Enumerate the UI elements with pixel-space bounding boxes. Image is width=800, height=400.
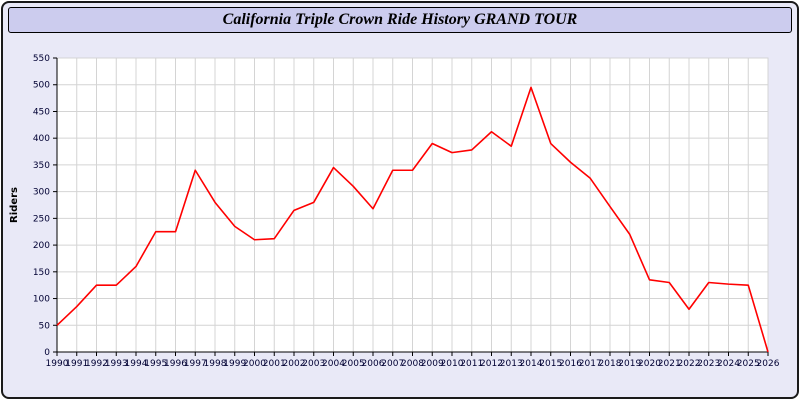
y-tick-label: 250: [33, 214, 50, 224]
y-tick-label: 200: [33, 241, 50, 251]
x-tick-label: 2019: [618, 359, 641, 369]
x-tick-label: 2013: [500, 359, 523, 369]
x-tick-label: 2004: [322, 359, 345, 369]
ride-history-line-chart: 0501001502002503003504004505005501990199…: [9, 54, 780, 369]
x-tick-label: 1991: [65, 359, 88, 369]
x-tick-label: 2023: [697, 359, 720, 369]
x-tick-label: 2003: [302, 359, 325, 369]
x-tick-label: 2009: [421, 359, 444, 369]
x-tick-label: 1992: [85, 359, 108, 369]
y-tick-label: 0: [44, 348, 50, 358]
y-tick-label: 300: [33, 188, 50, 198]
x-tick-label: 1994: [125, 359, 148, 369]
x-tick-label: 2026: [757, 359, 780, 369]
x-tick-label: 2021: [658, 359, 681, 369]
y-tick-label: 350: [33, 161, 50, 171]
chart-area: 0 50 100 150 200 250 300 350 400 450 500 550 1990 199…: [3, 3, 797, 397]
x-tick-label: 1998: [204, 359, 227, 369]
x-tick-label: 2010: [441, 359, 464, 369]
y-tick-label: 100: [33, 295, 50, 305]
x-tick-label: 1990: [46, 359, 69, 369]
x-tick-label: 2008: [401, 359, 424, 369]
chart-title-bar: California Triple Crown Ride History GRA…: [8, 7, 792, 33]
chart-title: California Triple Crown Ride History GRA…: [222, 11, 578, 28]
x-tick-label: 2006: [362, 359, 385, 369]
x-tick-label: 2007: [381, 359, 404, 369]
y-tick-label: 50: [39, 321, 51, 331]
x-tick-label: 1995: [144, 359, 167, 369]
x-tick-label: 1997: [184, 359, 207, 369]
x-tick-label: 2022: [678, 359, 701, 369]
x-tick-label: 2011: [460, 359, 483, 369]
y-tick-label: 450: [33, 107, 50, 117]
x-tick-label: 2000: [243, 359, 266, 369]
x-tick-label: 2024: [717, 359, 740, 369]
x-tick-label: 2016: [559, 359, 582, 369]
x-tick-label: 1993: [105, 359, 128, 369]
y-tick-label: 550: [33, 54, 50, 64]
x-tick-label: 1996: [164, 359, 187, 369]
ride-history-line: [56, 86, 769, 353]
x-tick-label: 2017: [579, 359, 602, 369]
x-tick-label: 2018: [599, 359, 622, 369]
y-tick-label: 500: [33, 81, 50, 91]
y-axis-title: Riders: [9, 187, 20, 223]
x-tick-label: 2001: [263, 359, 286, 369]
x-tick-label: 2020: [638, 359, 661, 369]
y-tick-label: 400: [33, 134, 50, 144]
x-tick-label: 2005: [342, 359, 365, 369]
x-tick-label: 2002: [283, 359, 306, 369]
x-tick-label: 1999: [223, 359, 246, 369]
x-tick-label: 2012: [480, 359, 503, 369]
x-tick-label: 2025: [737, 359, 760, 369]
x-tick-label: 2015: [539, 359, 562, 369]
y-tick-label: 150: [33, 268, 50, 278]
x-tick-label: 2014: [520, 359, 543, 369]
